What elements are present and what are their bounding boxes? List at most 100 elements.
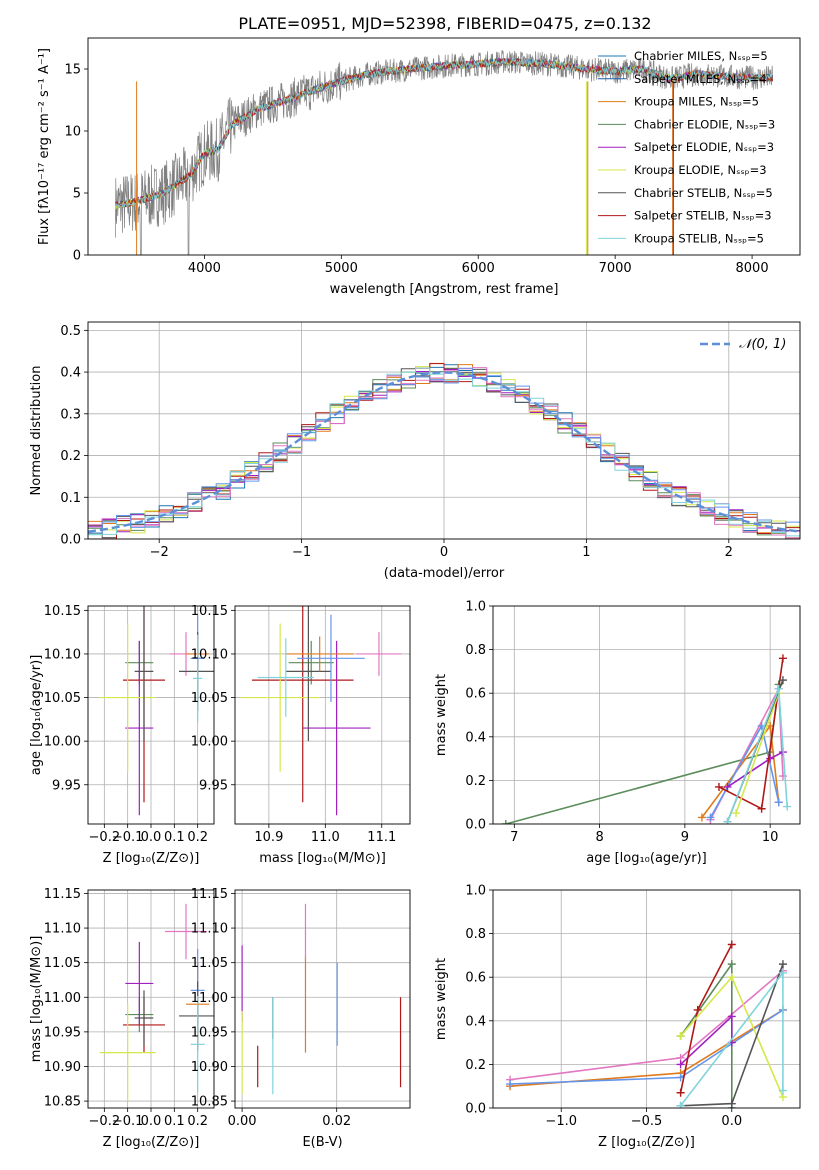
legend-label: Kroupa MILES, Nₛₛₚ=5 — [634, 95, 759, 109]
axes-frame — [492, 889, 801, 1109]
mass-weight-marker — [732, 809, 741, 818]
age-vs-Z-plot-area — [88, 606, 214, 824]
x-tick-label: 0.00 — [228, 1114, 257, 1129]
mass-vs-Z-panel: −0.2−0.10.0 0.1 0.2 10.85 10.90 10.95 11.00 11.… — [29, 887, 215, 1150]
mass-weight-marker — [676, 1088, 685, 1097]
x-axis-label: wavelength [Angstrom, rest frame] — [330, 282, 559, 297]
y-tick-label: 0.0 — [465, 818, 486, 833]
y-axis-label: mass [log₁₀(M/M⊙)] — [29, 936, 44, 1063]
x-tick-label: 0 — [440, 545, 448, 560]
y-tick-label: 11.00 — [44, 991, 81, 1006]
y-tick-label: 11.10 — [191, 922, 228, 937]
axes-frame — [87, 889, 215, 1109]
y-tick-label: 9.95 — [199, 778, 228, 793]
x-tick-label: 7000 — [599, 261, 632, 276]
x-tick-label: 5000 — [325, 261, 358, 276]
y-tick-label: 10.85 — [44, 1095, 81, 1110]
mass-weight-marker — [501, 820, 510, 824]
legend-label: 𝒩(0, 1) — [739, 337, 786, 352]
legend-label: Kroupa ELODIE, Nₛₛₚ=3 — [634, 163, 767, 177]
x-tick-label: 0.0 — [141, 830, 162, 845]
x-tick-label: −0.1 — [112, 1114, 144, 1129]
massweight-vs-age-panel: 7 8 9 10 0.0 0.2 0.4 0.6 0.8 1.0 age [log₁₀(age/yr… — [434, 600, 801, 866]
x-axis-label: Z [log₁₀(Z/Z⊙)] — [103, 851, 200, 866]
y-tick-label: 10.85 — [191, 1095, 228, 1110]
legend-label: Salpeter STELIB, Nₛₛₚ=3 — [634, 209, 772, 223]
legend-label: Salpeter MILES, Nₛₛₚ=4 — [634, 72, 767, 86]
mass-weight-line — [505, 684, 780, 824]
y-tick-label: 10.05 — [44, 691, 81, 706]
mass-weight-marker — [727, 1012, 736, 1021]
age-vs-Z-panel: −0.2−0.10.0 0.1 0.2 9.95 10.00 10.05 10.10 10.1… — [29, 604, 215, 866]
y-tick-label: 10.15 — [191, 604, 228, 619]
x-tick-label: 0.2 — [187, 1114, 208, 1129]
y-tick-label: 0.8 — [465, 927, 486, 942]
y-tick-label: 10.00 — [191, 735, 228, 750]
y-tick-label: 0.2 — [465, 1058, 486, 1073]
mass-vs-Z-plot-area — [88, 890, 214, 1108]
x-tick-label: 0.2 — [187, 830, 208, 845]
x-tick-label: 10.9 — [254, 830, 283, 845]
mass-weight-marker — [774, 798, 783, 807]
mass-weight-marker — [723, 817, 732, 824]
x-tick-label: −0.2 — [89, 830, 121, 845]
legend-label: Chabrier ELODIE, Nₛₛₚ=3 — [634, 117, 775, 131]
x-tick-label: −0.1 — [112, 830, 144, 845]
axes-frame — [234, 889, 411, 1109]
y-tick-label: 10.15 — [44, 604, 81, 619]
y-tick-label: 11.00 — [191, 991, 228, 1006]
residual-histogram-step — [88, 367, 800, 538]
x-tick-label: 0.0 — [141, 1114, 162, 1129]
axes-frame — [87, 321, 801, 540]
mass-weight-marker — [778, 654, 787, 663]
mass-weight-marker — [727, 1099, 736, 1108]
y-tick-label: 10.10 — [191, 647, 228, 662]
y-tick-label: 0.4 — [465, 1014, 486, 1029]
y-axis-label: Flux [fλ10⁻¹⁷ erg cm⁻² s⁻¹ A⁻¹] — [37, 48, 52, 245]
mass-weight-marker — [676, 1032, 685, 1041]
axes-frame — [492, 605, 801, 825]
y-tick-label: 10 — [64, 125, 81, 140]
x-tick-label: 0.1 — [164, 1114, 185, 1129]
axes-frame — [87, 37, 801, 256]
x-axis-label: Z [log₁₀(Z/Z⊙)] — [598, 1135, 695, 1150]
mass-weight-marker — [727, 940, 736, 949]
y-tick-label: 0.4 — [465, 730, 486, 745]
y-tick-label: 11.15 — [44, 887, 81, 902]
y-tick-label: 11.05 — [44, 956, 81, 971]
mass-weight-marker — [693, 1005, 702, 1014]
mass-weight-marker — [723, 782, 732, 791]
legend-label: Kroupa STELIB, Nₛₛₚ=5 — [634, 231, 764, 245]
mass-weight-marker — [778, 968, 787, 977]
y-tick-label: 15 — [64, 63, 81, 78]
y-tick-label: 10.95 — [44, 1025, 81, 1040]
y-tick-label: 1.0 — [465, 600, 486, 615]
legend-label: Salpeter ELODIE, Nₛₛₚ=3 — [634, 140, 774, 154]
mass-weight-marker — [778, 1086, 787, 1095]
x-tick-label: −0.2 — [89, 1114, 121, 1129]
y-tick-label: 10.10 — [44, 647, 81, 662]
massweight-vs-age-plot-area — [493, 606, 800, 824]
normal-curve-line — [88, 371, 800, 533]
mass-weight-marker — [778, 676, 787, 685]
x-tick-label: −1 — [292, 545, 311, 560]
y-tick-label: 0.6 — [465, 971, 486, 986]
y-axis-label: mass weight — [434, 958, 449, 1040]
mass-weight-marker — [727, 960, 736, 969]
y-tick-label: 10.05 — [191, 691, 228, 706]
x-tick-label: −1.0 — [545, 1114, 577, 1129]
x-tick-label: 1 — [582, 545, 590, 560]
y-tick-label: 11.10 — [44, 922, 81, 937]
y-tick-label: 5 — [73, 187, 81, 202]
x-tick-label: 11.1 — [367, 830, 396, 845]
mass-weight-marker — [676, 1060, 685, 1069]
mass-vs-EBV-panel: 0.00 0.02 10.85 10.90 10.95 11.00 11.05 11.10 11… — [191, 887, 411, 1150]
mass-vs-EBV-plot-area — [235, 890, 410, 1108]
x-tick-label: 10 — [762, 830, 779, 845]
y-tick-label: 9.95 — [52, 778, 81, 793]
mass-weight-marker — [714, 782, 723, 791]
x-tick-label: 6000 — [462, 261, 495, 276]
y-tick-label: 0.0 — [60, 533, 81, 548]
y-tick-label: 11.05 — [191, 956, 228, 971]
